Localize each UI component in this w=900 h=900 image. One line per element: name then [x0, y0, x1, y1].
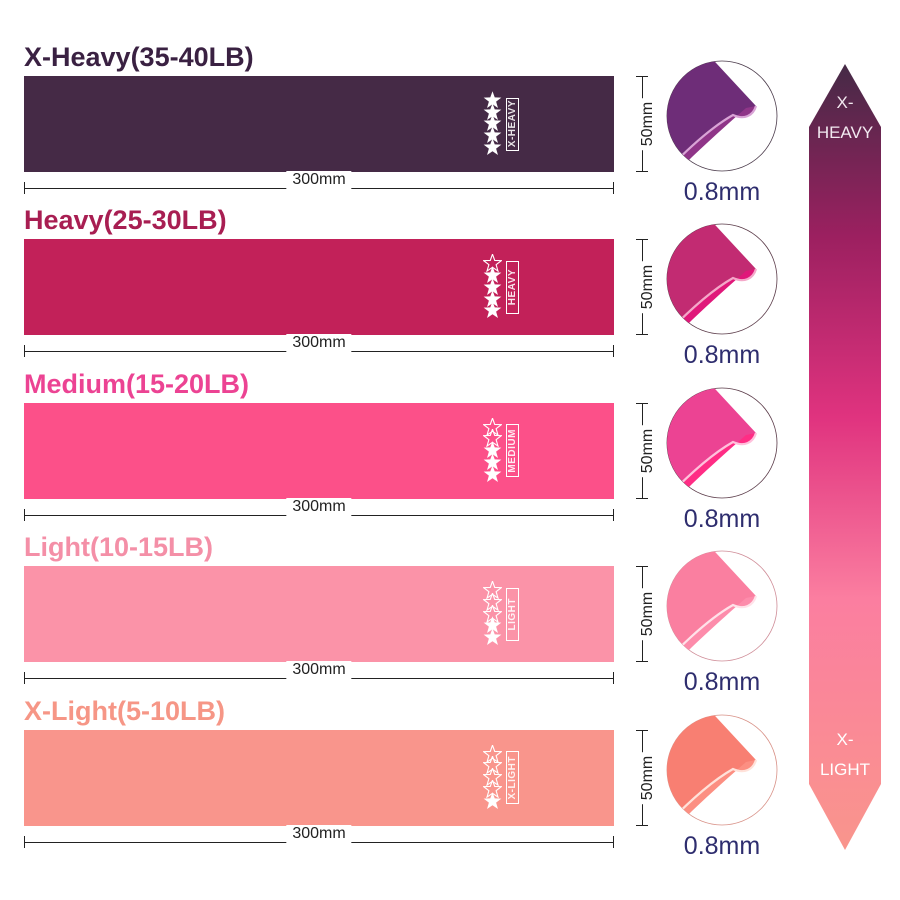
svg-text:X-: X-: [837, 93, 854, 112]
svg-text:X-: X-: [837, 730, 854, 749]
svg-text:LIGHT: LIGHT: [820, 760, 870, 779]
svg-text:HEAVY: HEAVY: [817, 123, 873, 142]
